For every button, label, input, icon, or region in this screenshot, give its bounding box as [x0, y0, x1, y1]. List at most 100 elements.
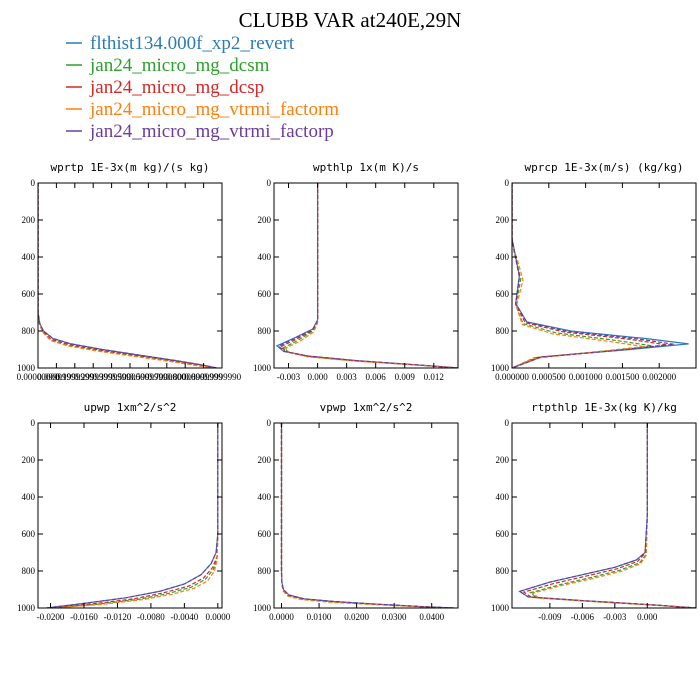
legend: flthist134.000f_xp2_revertjan24_micro_mg… — [66, 33, 339, 142]
series-line-2 — [280, 423, 451, 608]
series-line-4 — [52, 423, 219, 608]
y-tick-label: 600 — [496, 289, 510, 299]
series-line-3 — [522, 423, 696, 608]
x-tick-label: 0.2999999 — [74, 372, 113, 382]
x-tick-label: 0.0100 — [307, 612, 332, 622]
series-line-2 — [529, 423, 696, 608]
series-group — [518, 423, 696, 608]
y-tick-label: 400 — [496, 252, 510, 262]
x-tick-label: 0.0000 — [269, 612, 294, 622]
series-line-4 — [38, 183, 213, 368]
figure-title: CLUBB VAR at240E,29N — [239, 8, 462, 32]
x-tick-label: 0.0200 — [344, 612, 369, 622]
legend-label: flthist134.000f_xp2_revert — [90, 33, 295, 54]
x-tick-label: -0.0080 — [137, 612, 165, 622]
series-line-1 — [518, 423, 696, 608]
plot-frame — [37, 422, 223, 609]
y-tick-label: 0 — [505, 418, 510, 428]
legend-entry: flthist134.000f_xp2_revert — [66, 33, 295, 54]
x-tick-label: 0.3999999 — [92, 372, 131, 382]
panel-title: vpwp 1xm^2/s^2 — [320, 401, 413, 414]
x-tick-label: 0.8999999 — [184, 372, 223, 382]
plot-frame — [511, 182, 697, 369]
x-tick-label: -0.006 — [571, 612, 595, 622]
series-line-3 — [280, 423, 453, 608]
y-tick-label: 0 — [31, 178, 36, 188]
x-tick-label: -0.003 — [277, 372, 301, 382]
panel-title: rtpthlp 1E-3x(kg K)/kg — [531, 401, 677, 414]
y-tick-label: 200 — [258, 455, 272, 465]
legend-entry: jan24_micro_mg_vtrmi_factorp — [66, 121, 334, 142]
x-tick-label: 0.0000 — [205, 612, 230, 622]
y-tick-label: 400 — [496, 492, 510, 502]
panel-title: upwp 1xm^2/s^2 — [84, 401, 177, 414]
x-tick-label: 0.000 — [307, 372, 328, 382]
y-tick-label: 1000 — [491, 363, 510, 373]
series-line-4 — [284, 183, 458, 368]
panel-4: upwp 1xm^2/s^2 0 200 400 600 800 1000-0.0200 -0… — [17, 401, 231, 622]
series-group — [280, 423, 455, 608]
x-tick-label: 0.000 — [637, 612, 658, 622]
y-tick-label: 200 — [22, 215, 36, 225]
series-group — [46, 423, 219, 608]
y-tick-label: 400 — [22, 492, 36, 502]
plot-frame — [511, 422, 697, 609]
y-tick-label: 400 — [22, 252, 36, 262]
x-tick-label: 0.006 — [366, 372, 387, 382]
series-line-4 — [512, 183, 645, 368]
x-tick-label: 0.002000 — [642, 372, 676, 382]
y-tick-label: 200 — [496, 215, 510, 225]
y-tick-label: 800 — [496, 326, 510, 336]
series-line-1 — [275, 183, 458, 368]
series-line-1 — [46, 423, 219, 608]
x-tick-label: 0.0400 — [419, 612, 444, 622]
series-line-2 — [50, 423, 219, 608]
legend-label: jan24_micro_mg_vtrmi_factorp — [89, 121, 334, 142]
y-tick-label: 0 — [505, 178, 510, 188]
y-tick-label: 800 — [258, 326, 272, 336]
y-tick-label: 600 — [22, 289, 36, 299]
legend-label: jan24_micro_mg_dcsp — [89, 77, 264, 98]
legend-label: jan24_micro_mg_dcsm — [89, 55, 270, 76]
series-line-5 — [46, 423, 219, 608]
x-tick-label: 0.000500 — [532, 372, 566, 382]
series-line-3 — [279, 183, 458, 368]
x-tick-label: 0.1999999 — [56, 372, 95, 382]
x-tick-label: 0.5000000 — [111, 372, 150, 382]
panel-2: wpthlp 1x(m K)/s 0 200 400 600 800 1000 -0.003 0… — [253, 161, 459, 382]
y-tick-label: 400 — [258, 492, 272, 502]
y-tick-label: 1000 — [253, 603, 272, 613]
x-tick-label: -0.0160 — [70, 612, 98, 622]
y-tick-label: 600 — [258, 289, 272, 299]
series-group — [512, 183, 689, 368]
series-line-5 — [277, 183, 458, 368]
x-tick-label: 0.003 — [337, 372, 358, 382]
y-tick-label: 1000 — [17, 603, 36, 613]
panel-title: wprcp 1E-3x(m/s) (kg/kg) — [525, 161, 684, 174]
series-line-1 — [280, 423, 455, 608]
y-tick-label: 1000 — [17, 363, 36, 373]
legend-entry: jan24_micro_mg_dcsp — [66, 77, 264, 98]
legend-entry: jan24_micro_mg_dcsm — [66, 55, 270, 76]
y-tick-label: 600 — [496, 529, 510, 539]
y-tick-label: 200 — [258, 215, 272, 225]
y-tick-label: 800 — [22, 326, 36, 336]
panels: wprtp 1E-3x(m kg)/(s kg) 0 200 400 600 800 100… — [17, 161, 697, 622]
x-tick-label: 0.8000000 — [166, 372, 205, 382]
series-line-3 — [38, 183, 217, 368]
y-tick-label: 400 — [258, 252, 272, 262]
x-tick-label: 0.7000000 — [148, 372, 187, 382]
y-tick-label: 1000 — [491, 603, 510, 613]
series-line-2 — [282, 183, 458, 368]
legend-entry: jan24_micro_mg_vtrmi_factorm — [66, 99, 339, 120]
series-line-3 — [48, 423, 219, 608]
x-tick-label: 0.9999990 — [203, 372, 242, 382]
x-tick-label: -0.003 — [603, 612, 627, 622]
x-tick-label: 0.00000000 — [17, 372, 60, 382]
x-tick-label: -0.009 — [538, 612, 562, 622]
x-tick-label: -0.0200 — [37, 612, 65, 622]
series-line-2 — [512, 183, 652, 368]
series-line-2 — [38, 183, 215, 368]
x-tick-label: -0.0040 — [170, 612, 198, 622]
